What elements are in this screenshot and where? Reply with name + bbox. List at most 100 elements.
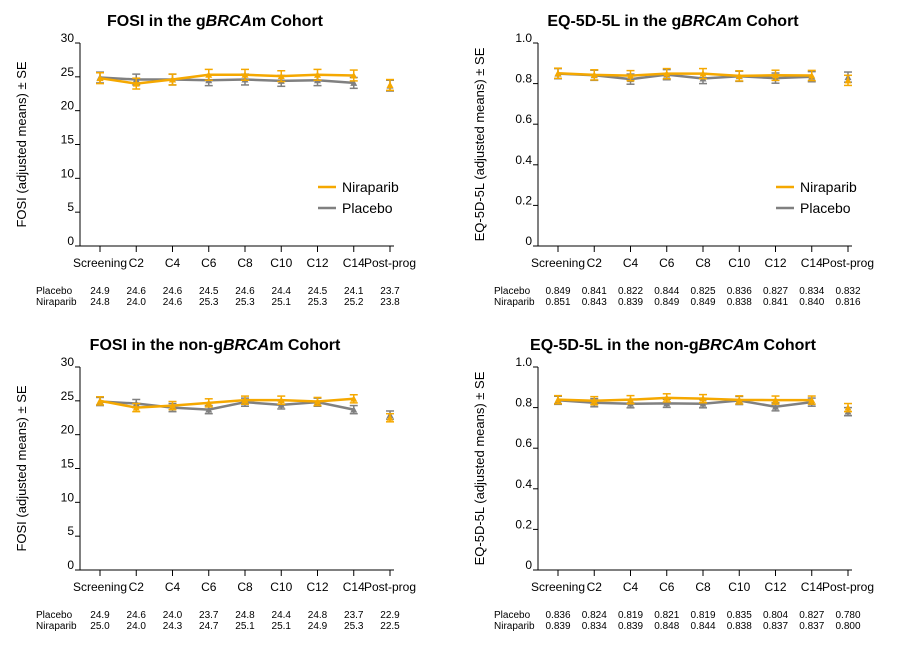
x-tick-label: C6 xyxy=(659,256,675,270)
table-cell: 24.5 xyxy=(308,286,328,297)
chart-title: EQ-5D-5L in the non-gBRCAm Cohort xyxy=(530,337,817,354)
title-suffix: m Cohort xyxy=(728,13,800,30)
x-tick-label: C12 xyxy=(764,256,786,270)
niraparib-point xyxy=(96,74,104,82)
y-tick-label: 0 xyxy=(525,558,532,572)
niraparib-line xyxy=(557,71,812,78)
niraparib-point xyxy=(663,70,671,77)
table-cell: 24.3 xyxy=(163,621,183,632)
niraparib-point xyxy=(169,402,176,409)
table-cell: 0.840 xyxy=(799,297,824,308)
title-italic: BRCA xyxy=(681,13,727,30)
x-tick-label: Screening xyxy=(531,256,585,270)
y-tick-label: 25 xyxy=(61,65,75,79)
table-cell: 24.8 xyxy=(235,610,255,621)
niraparib-point xyxy=(627,72,634,79)
table-cell: 0.836 xyxy=(545,610,570,621)
chart-title: FOSI in the non-gBRCAm Cohort xyxy=(90,337,341,354)
niraparib-point xyxy=(772,71,779,79)
niraparib-point xyxy=(590,71,598,78)
table-cell: 24.5 xyxy=(199,286,219,297)
title-italic: BRCA xyxy=(206,13,252,30)
y-axis-label: EQ-5D-5L (adjusted means) ± SE xyxy=(472,47,487,241)
y-tick-label: 0 xyxy=(67,558,74,572)
x-tick-label: C12 xyxy=(306,256,328,270)
table-cell: 0.825 xyxy=(690,286,715,297)
table-cell: 24.8 xyxy=(90,297,110,308)
placebo-line xyxy=(99,76,354,85)
niraparib-point xyxy=(590,397,598,404)
table-cell: 24.7 xyxy=(199,621,219,632)
table-cell: 24.6 xyxy=(163,297,183,308)
table-cell: 23.7 xyxy=(199,610,219,621)
table-cell: 24.9 xyxy=(308,621,328,632)
niraparib-point xyxy=(844,404,852,411)
table-cell: 24.4 xyxy=(272,610,292,621)
chart-svg: EQ-5D-5L in the gBRCAm Cohort 0 0.2 0.4 0.6 0… xyxy=(472,13,874,308)
x-tick-label: C12 xyxy=(306,580,328,594)
niraparib-point xyxy=(169,76,176,83)
table-cell: 0.804 xyxy=(763,610,788,621)
niraparib-point xyxy=(277,396,285,404)
y-tick-label: 15 xyxy=(61,133,75,147)
niraparib-point xyxy=(386,81,394,88)
x-tick-label: C12 xyxy=(764,580,786,594)
x-tick-label: C10 xyxy=(270,580,292,594)
table-row-label: Placebo xyxy=(494,610,531,621)
table-cell: 24.6 xyxy=(127,286,147,297)
x-tick-label: C10 xyxy=(270,256,292,270)
table-cell: 0.819 xyxy=(618,610,643,621)
table-cell: 22.9 xyxy=(380,610,400,621)
table-cell: 24.9 xyxy=(90,286,110,297)
x-tick-label: C8 xyxy=(237,580,253,594)
y-tick-label: 15 xyxy=(61,457,75,471)
y-tick-label: 5 xyxy=(67,524,74,538)
x-tick-label: Post-prog xyxy=(822,256,874,270)
chart-fosi-gbrcam: FOSI in the gBRCAm Cohort 0 5 10 15 20 25 30 Scr… xyxy=(0,0,458,324)
title-prefix: FOSI in the g xyxy=(107,13,206,30)
title-italic: BRCA xyxy=(699,337,745,354)
table-cell: 0.841 xyxy=(582,286,607,297)
table-cell: 0.832 xyxy=(835,286,860,297)
x-tick-label: Screening xyxy=(73,256,127,270)
niraparib-point xyxy=(844,76,852,84)
placebo-line xyxy=(557,399,812,409)
table-cell: 0.848 xyxy=(654,621,679,632)
x-tick-label: C10 xyxy=(728,580,750,594)
title-suffix: m Cohort xyxy=(269,337,341,354)
placebo-point xyxy=(699,400,707,407)
title-italic: BRCA xyxy=(223,337,269,354)
niraparib-point xyxy=(699,395,707,402)
table-cell: 0.849 xyxy=(545,286,570,297)
y-axis-label: FOSI (adjusted means) ± SE xyxy=(14,385,29,551)
title-prefix: FOSI in the non-g xyxy=(90,337,223,354)
placebo-point xyxy=(205,406,213,413)
y-tick-label: 0.6 xyxy=(515,112,532,126)
table-cell: 0.824 xyxy=(582,610,607,621)
placebo-line xyxy=(99,400,355,411)
placebo-point xyxy=(350,406,358,413)
table-row-label: Placebo xyxy=(494,286,531,297)
placebo-point xyxy=(772,403,779,410)
y-tick-label: 0.8 xyxy=(515,396,532,410)
table-cell: 0.834 xyxy=(799,286,824,297)
chart-eq5d-non-gbrcam: EQ-5D-5L in the non-gBRCAm Cohort 0 0.2 0.4… xyxy=(458,324,916,648)
niraparib-point xyxy=(241,396,249,404)
table-cell: 25.0 xyxy=(90,621,110,632)
table-cell: 0.837 xyxy=(763,621,788,632)
x-tick-label: C14 xyxy=(801,256,823,270)
legend-label: Niraparib xyxy=(800,179,857,195)
niraparib-point xyxy=(735,396,743,403)
table-cell: 0.843 xyxy=(582,297,607,308)
y-tick-label: 0.2 xyxy=(515,517,532,531)
legend-label: Niraparib xyxy=(342,179,399,195)
table-cell: 0.849 xyxy=(654,297,679,308)
table-cell: 25.1 xyxy=(272,621,292,632)
table-cell: 0.839 xyxy=(545,621,570,632)
table-cell: 24.4 xyxy=(272,286,292,297)
niraparib-point xyxy=(663,394,671,401)
niraparib-point xyxy=(350,395,358,402)
table-row-label: Niraparib xyxy=(494,297,535,308)
niraparib-line xyxy=(99,397,354,409)
y-tick-label: 10 xyxy=(61,490,75,504)
